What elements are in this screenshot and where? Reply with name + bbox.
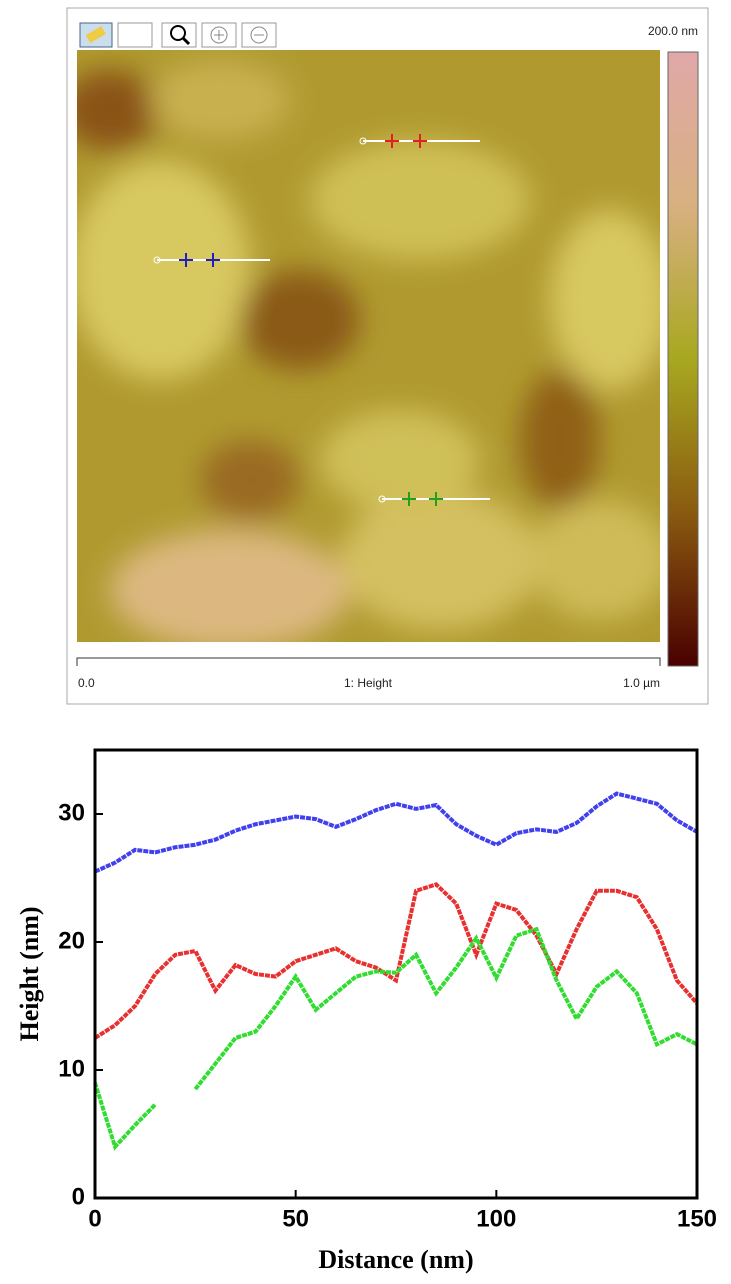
color-bar [667,51,699,667]
x-tick-label: 150 [677,1205,717,1232]
afm-image [77,50,660,642]
x-tick-label: 100 [476,1205,516,1232]
x-axis-label: Distance (nm) [318,1245,473,1274]
plot-frame [93,748,699,1200]
scale-start: 0.0 [78,676,95,690]
y-axis-label: Height (nm) [15,906,44,1041]
y-tick-label: 20 [58,927,85,954]
y-tick-label: 30 [58,799,85,826]
plot: 0 10 20 30 0 50 100 150 [58,748,717,1232]
zoom-tool[interactable] [161,22,197,48]
x-tick-label: 50 [282,1205,309,1232]
series-line [93,882,699,1040]
y-tick-label: 10 [58,1055,85,1082]
channel-label: 1: Height [344,676,393,690]
y-tick-label: 0 [72,1183,85,1210]
toolbar [79,22,277,48]
x-tick-label: 0 [88,1205,101,1232]
profile-lines [153,134,490,506]
scale-end: 1.0 µm [623,676,660,690]
series-line [94,791,698,874]
pan-tool[interactable] [117,22,153,48]
scale-max: 200.0 nm [648,24,698,38]
series-line [93,926,698,1151]
scale-bar [76,657,661,666]
